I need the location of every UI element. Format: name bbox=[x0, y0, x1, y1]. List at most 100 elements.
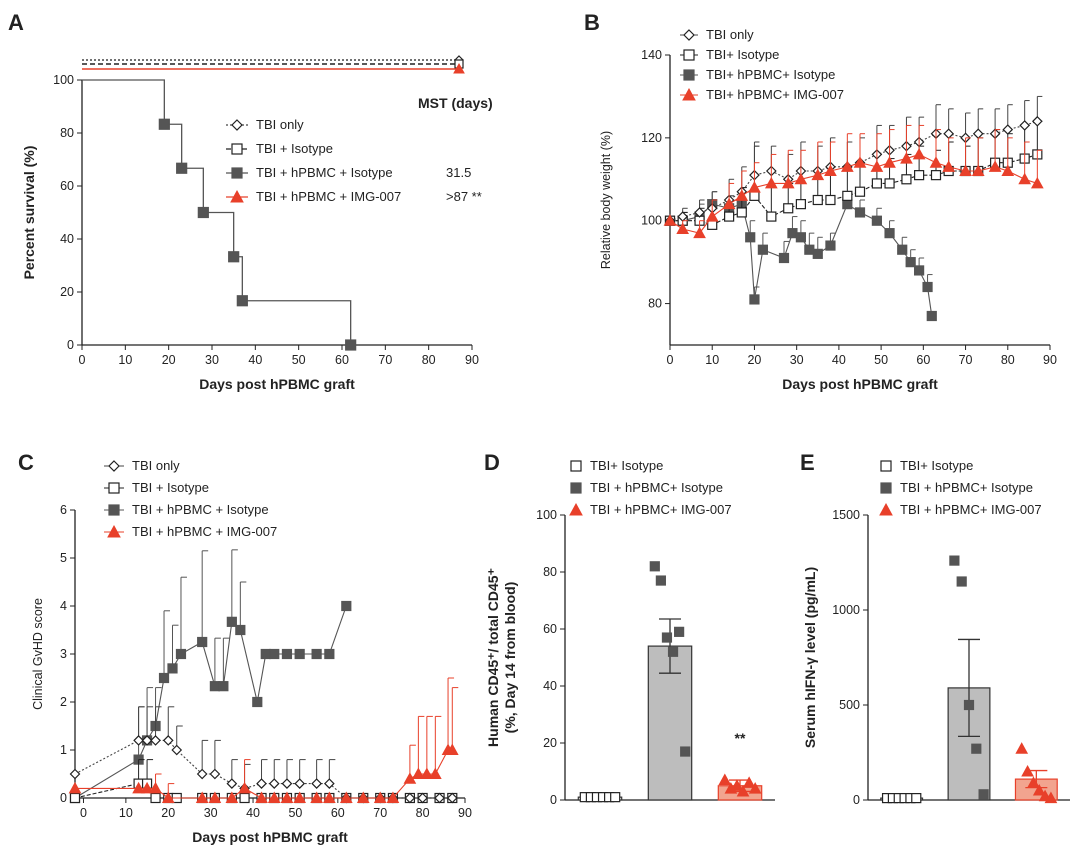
series-line bbox=[74, 739, 453, 799]
legend-marker bbox=[569, 502, 583, 516]
legend-entry: TBI+ Isotype bbox=[570, 458, 663, 473]
data-point bbox=[783, 203, 794, 214]
data-point bbox=[811, 168, 825, 181]
data-point bbox=[929, 156, 943, 168]
legend-label: TBI + hPBMC + IMG-007 bbox=[132, 524, 277, 539]
legend-entry: TBI + hPBMC + IMG-007 bbox=[104, 524, 277, 539]
data-point bbox=[412, 767, 425, 779]
legend-entry: TBI only bbox=[226, 117, 304, 132]
data-point bbox=[225, 791, 239, 803]
legend-entry: TBI + hPBMC+ IMG-007 bbox=[569, 502, 732, 517]
data-point bbox=[972, 128, 984, 140]
data-point bbox=[922, 281, 933, 293]
panel-a: A 0 10 20 30 40 50 60 70 80 90 0 20 40 60 80 100 Days pos… bbox=[8, 10, 493, 392]
x-tick-label: 70 bbox=[959, 353, 973, 367]
panel-b: B 0 10 20 30 40 50 60 70 80 90 80 100 120 140 Days post… bbox=[584, 10, 1057, 392]
data-point bbox=[1019, 120, 1031, 131]
data-point bbox=[764, 176, 778, 189]
dot-point bbox=[1021, 764, 1034, 777]
data-point bbox=[239, 792, 250, 804]
data-point bbox=[417, 792, 428, 804]
legend-entry: TBI + hPBMC+ Isotype bbox=[570, 480, 723, 495]
legend-label: TBI only bbox=[256, 117, 304, 132]
dot-point bbox=[667, 646, 679, 657]
dot-point bbox=[610, 792, 621, 803]
data-point bbox=[268, 778, 280, 789]
data-point bbox=[705, 210, 719, 222]
data-point bbox=[235, 624, 246, 636]
data-point bbox=[269, 648, 280, 660]
dot-point bbox=[956, 576, 967, 587]
data-point bbox=[260, 648, 271, 660]
y-tick-label: 5 bbox=[60, 551, 67, 565]
data-point bbox=[745, 232, 756, 243]
legend-entry: TBI + Isotype bbox=[104, 480, 209, 495]
dot-point bbox=[742, 776, 756, 788]
dot-point bbox=[963, 699, 975, 711]
data-point bbox=[883, 156, 896, 168]
data-point bbox=[311, 648, 322, 660]
panel-c: C 0 10 20 30 40 50 60 70 80 90 0 1 2 3 4 5 6 Days post hPB… bbox=[18, 450, 472, 845]
dot-point bbox=[680, 746, 691, 757]
legend-mst: >87 ** bbox=[446, 189, 482, 204]
x-tick-label: 50 bbox=[288, 806, 302, 820]
y-tick-label: 0 bbox=[60, 791, 67, 805]
data-point bbox=[897, 244, 908, 255]
survival-point bbox=[158, 118, 170, 130]
legend-label: TBI + hPBMC + IMG-007 bbox=[256, 189, 401, 204]
x-tick-label: 10 bbox=[705, 353, 719, 367]
legend-marker bbox=[570, 460, 582, 472]
legend-entry: TBI only bbox=[680, 27, 754, 42]
data-point bbox=[238, 781, 251, 794]
survival-step-line bbox=[82, 79, 352, 345]
legend-label: TBI+ Isotype bbox=[590, 458, 663, 473]
data-point bbox=[218, 681, 229, 692]
data-point bbox=[959, 164, 972, 176]
data-point bbox=[175, 648, 187, 660]
data-point bbox=[825, 194, 836, 206]
data-point bbox=[693, 226, 706, 239]
legend-label: TBI+ hPBMC+ Isotype bbox=[706, 67, 835, 82]
data-point bbox=[132, 781, 145, 794]
legend-label: TBI only bbox=[132, 458, 180, 473]
dot-point bbox=[911, 792, 922, 804]
data-point bbox=[226, 778, 238, 789]
dot-point bbox=[1015, 742, 1029, 754]
data-point bbox=[825, 240, 836, 251]
data-point bbox=[749, 294, 760, 305]
series-line bbox=[75, 749, 453, 799]
data-point bbox=[323, 778, 335, 789]
legend-label: TBI+ hPBMC+ IMG-007 bbox=[706, 87, 844, 102]
legend-title: MST (days) bbox=[418, 95, 493, 111]
legend-marker bbox=[108, 482, 120, 494]
data-point bbox=[870, 160, 884, 172]
dot-point bbox=[730, 779, 744, 791]
series-1 bbox=[664, 120, 1043, 230]
x-tick-label: 40 bbox=[248, 353, 262, 367]
dot-point bbox=[1027, 776, 1040, 788]
legend-marker bbox=[683, 49, 695, 61]
series-2 bbox=[82, 79, 357, 351]
y-axis-title: Clinical GvHD score bbox=[31, 598, 45, 710]
data-point bbox=[252, 696, 263, 708]
x-tick-label: 30 bbox=[790, 353, 804, 367]
data-point bbox=[161, 791, 175, 803]
y-tick-label: 3 bbox=[60, 647, 67, 661]
y-tick-label: 80 bbox=[648, 297, 662, 311]
legend-label: TBI + Isotype bbox=[256, 141, 333, 156]
x-tick-label: 0 bbox=[80, 806, 87, 820]
y-axis-title: Percent survival (%) bbox=[21, 146, 37, 280]
data-point bbox=[140, 781, 154, 794]
dot-point bbox=[736, 784, 750, 797]
y-tick-label: 1 bbox=[60, 743, 67, 757]
panel-letter-b: B bbox=[584, 10, 600, 35]
data-point bbox=[854, 186, 866, 197]
dot-point bbox=[655, 575, 666, 586]
x-tick-label: 30 bbox=[205, 353, 219, 367]
data-point bbox=[707, 219, 718, 230]
data-point bbox=[280, 791, 294, 803]
data-point bbox=[1002, 124, 1014, 135]
data-point bbox=[676, 222, 690, 234]
data-point bbox=[812, 194, 823, 206]
data-point bbox=[901, 174, 912, 185]
